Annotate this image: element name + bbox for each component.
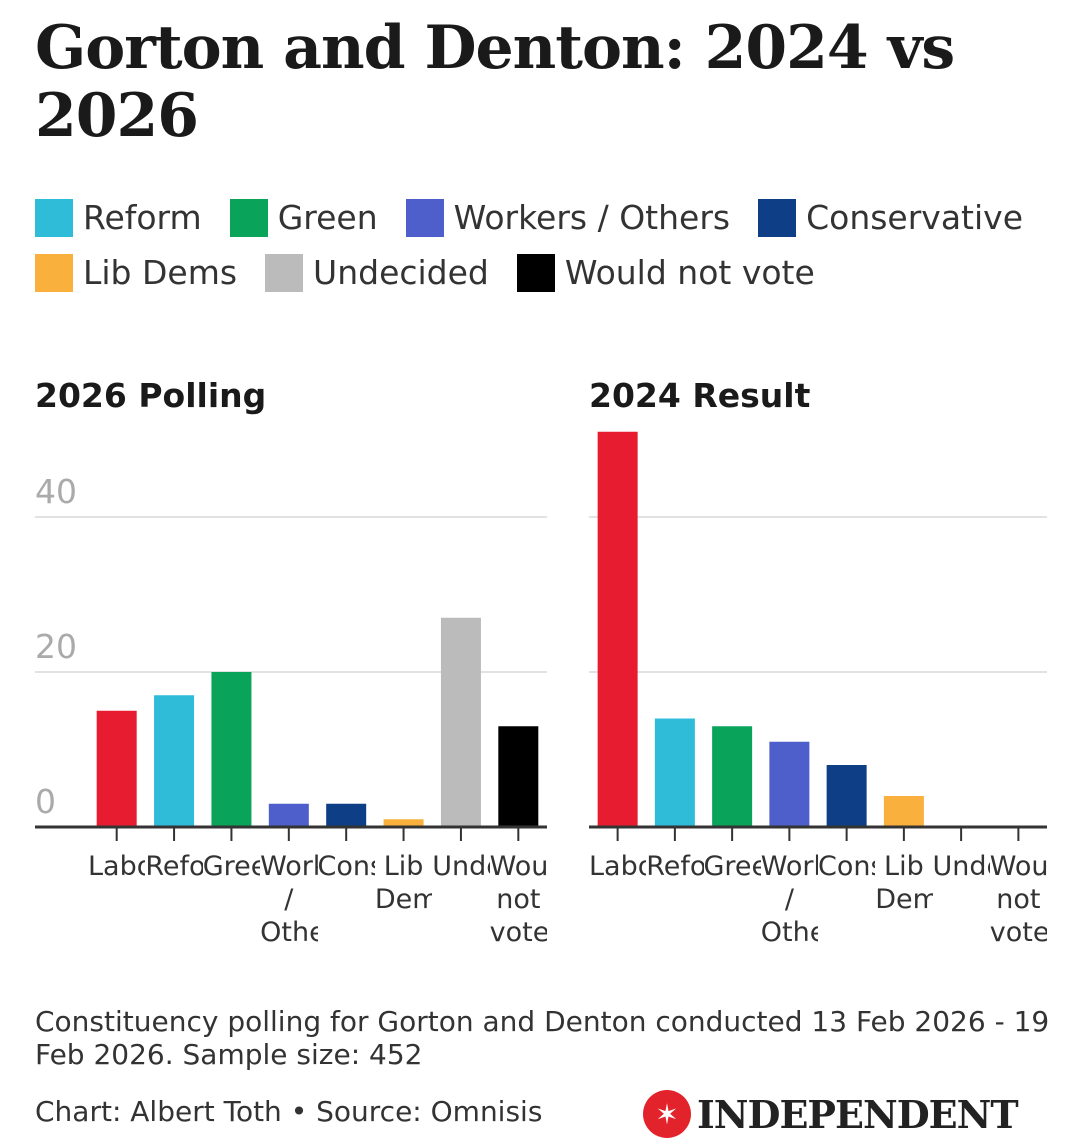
bar-would-not-vote xyxy=(498,726,539,827)
x-tick-label: Lib Dems xyxy=(875,851,933,915)
legend-swatch xyxy=(405,199,444,237)
x-tick-label: Reform xyxy=(145,851,203,882)
legend: Reform Green Workers / Others Conservative L… xyxy=(35,190,1055,300)
legend-item: Lib Dems xyxy=(35,245,237,300)
bar-labour xyxy=(597,431,638,827)
subtitle-2026: 2026 Polling xyxy=(35,376,267,415)
legend-item: Undecided xyxy=(265,245,489,300)
bar-reform xyxy=(654,718,695,827)
legend-swatch xyxy=(35,199,73,237)
legend-swatch xyxy=(516,254,555,292)
x-tick-label: Reform xyxy=(646,851,704,882)
legend-swatch xyxy=(758,199,797,237)
bar-workers-others xyxy=(769,741,810,827)
legend-swatch xyxy=(229,199,268,237)
bar-lib-dems xyxy=(883,796,924,827)
legend-swatch xyxy=(265,254,304,292)
bar-reform xyxy=(154,695,195,827)
chart-title: Gorton and Denton: 2024 vs 2026 xyxy=(35,13,955,151)
x-tick-label: Green xyxy=(703,851,761,882)
subtitle-2024: 2024 Result xyxy=(589,376,811,415)
bar-lib-dems xyxy=(383,819,424,827)
credit: Chart: Albert Toth • Source: Omnisis xyxy=(35,1095,543,1128)
x-tick-label: Labour xyxy=(589,851,647,882)
legend-label: Reform xyxy=(83,198,202,237)
legend-item: Reform xyxy=(35,190,202,245)
x-tick-label: Lib Dems xyxy=(374,851,433,915)
legend-item: Conservative xyxy=(758,190,1023,245)
legend-label: Would not vote xyxy=(564,253,815,292)
x-tick-label: Conservative xyxy=(317,851,375,882)
legend-label: Conservative xyxy=(806,198,1023,237)
legend-label: Lib Dems xyxy=(83,253,238,292)
y-tick-label: 40 xyxy=(35,472,77,511)
bar-green xyxy=(712,726,753,827)
legend-label: Workers / Others xyxy=(453,198,731,237)
legend-item: Would not vote xyxy=(516,245,815,300)
y-tick-label: 0 xyxy=(35,782,56,821)
x-tick-label: Undecided xyxy=(932,851,990,882)
legend-item: Workers / Others xyxy=(405,190,731,245)
legend-swatch xyxy=(35,254,73,292)
bar-conservative xyxy=(826,765,867,827)
bar-conservative xyxy=(326,803,367,827)
legend-label: Undecided xyxy=(313,253,489,292)
x-tick-label: Green xyxy=(202,851,261,882)
footnote: Constituency polling for Gorton and Dent… xyxy=(35,1005,1050,1071)
legend-label: Green xyxy=(277,198,378,237)
x-tick-label: Undecided xyxy=(432,851,489,882)
eagle-icon: ✶ xyxy=(643,1090,691,1138)
bar-labour xyxy=(96,710,137,827)
x-tick-label: Would not vote xyxy=(989,851,1047,948)
bar-workers-others xyxy=(268,803,309,827)
bar-green xyxy=(211,672,252,827)
x-tick-label: Workers / Others xyxy=(760,851,818,948)
independent-logo: ✶ INDEPENDENT xyxy=(643,1090,1019,1138)
x-tick-label: Labour xyxy=(88,851,146,882)
x-tick-label: Conservative xyxy=(818,851,875,882)
x-tick-label: Workers / Others xyxy=(260,851,318,948)
x-tick-label: Would not vote xyxy=(489,851,547,948)
bar-undecided xyxy=(440,617,481,827)
logo-text: INDEPENDENT xyxy=(697,1091,1019,1137)
bar-charts: 0 20 40 xyxy=(35,431,1047,841)
legend-item: Green xyxy=(229,190,378,245)
y-tick-label: 20 xyxy=(35,627,77,666)
